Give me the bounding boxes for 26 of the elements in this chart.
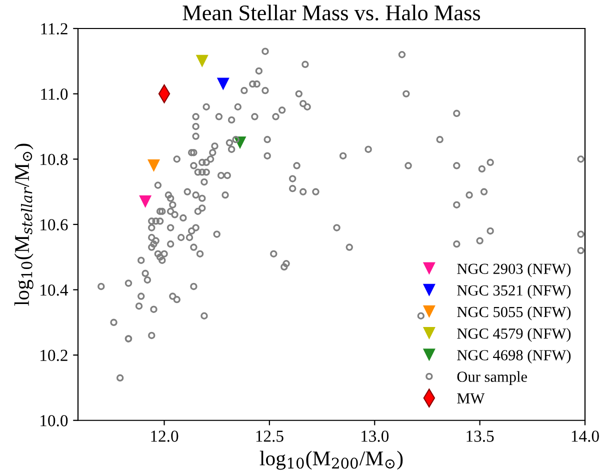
legend-label: NGC 3521 (NFW) — [457, 284, 571, 299]
x-tick-label: 12.5 — [256, 430, 284, 442]
y-tick-label: 11.0 — [41, 88, 68, 100]
legend-label: NGC 5055 (NFW) — [457, 306, 571, 320]
y-axis-title: log$_{10}$(M$_{stellar}$/M$_{⊙}$) — [14, 144, 34, 306]
chart-title: Mean Stellar Mass vs. Halo Mass — [182, 4, 480, 20]
y-tick-label: 10.2 — [40, 350, 68, 362]
legend-label: NGC 2903 (NFW) — [457, 263, 571, 278]
legend-label: NGC 4579 (NFW) — [457, 328, 571, 342]
point — [147, 159, 160, 172]
y-tick-label: 10.6 — [40, 219, 68, 230]
y-tick-label: 10.0 — [40, 415, 68, 426]
point — [139, 195, 152, 208]
legend-label: MW — [457, 393, 485, 404]
x-axis-title: log$_{10}$(M$_{200}$/M$_{⊙}$) — [260, 450, 403, 470]
legend-label: Our sample — [457, 371, 527, 386]
x-tick-label: 13.0 — [362, 430, 389, 442]
y-tick-label: 10.8 — [40, 154, 68, 166]
point — [216, 78, 230, 90]
point — [196, 54, 208, 68]
legend-label: NGC 4698 (NFW) — [457, 350, 571, 364]
y-tick-label: 11.2 — [41, 23, 68, 35]
x-tick-label: 14.0 — [572, 430, 599, 442]
x-tick-label: 12.0 — [151, 430, 178, 442]
x-tick-label: 13.5 — [466, 430, 494, 442]
y-tick-label: 10.4 — [40, 284, 68, 296]
